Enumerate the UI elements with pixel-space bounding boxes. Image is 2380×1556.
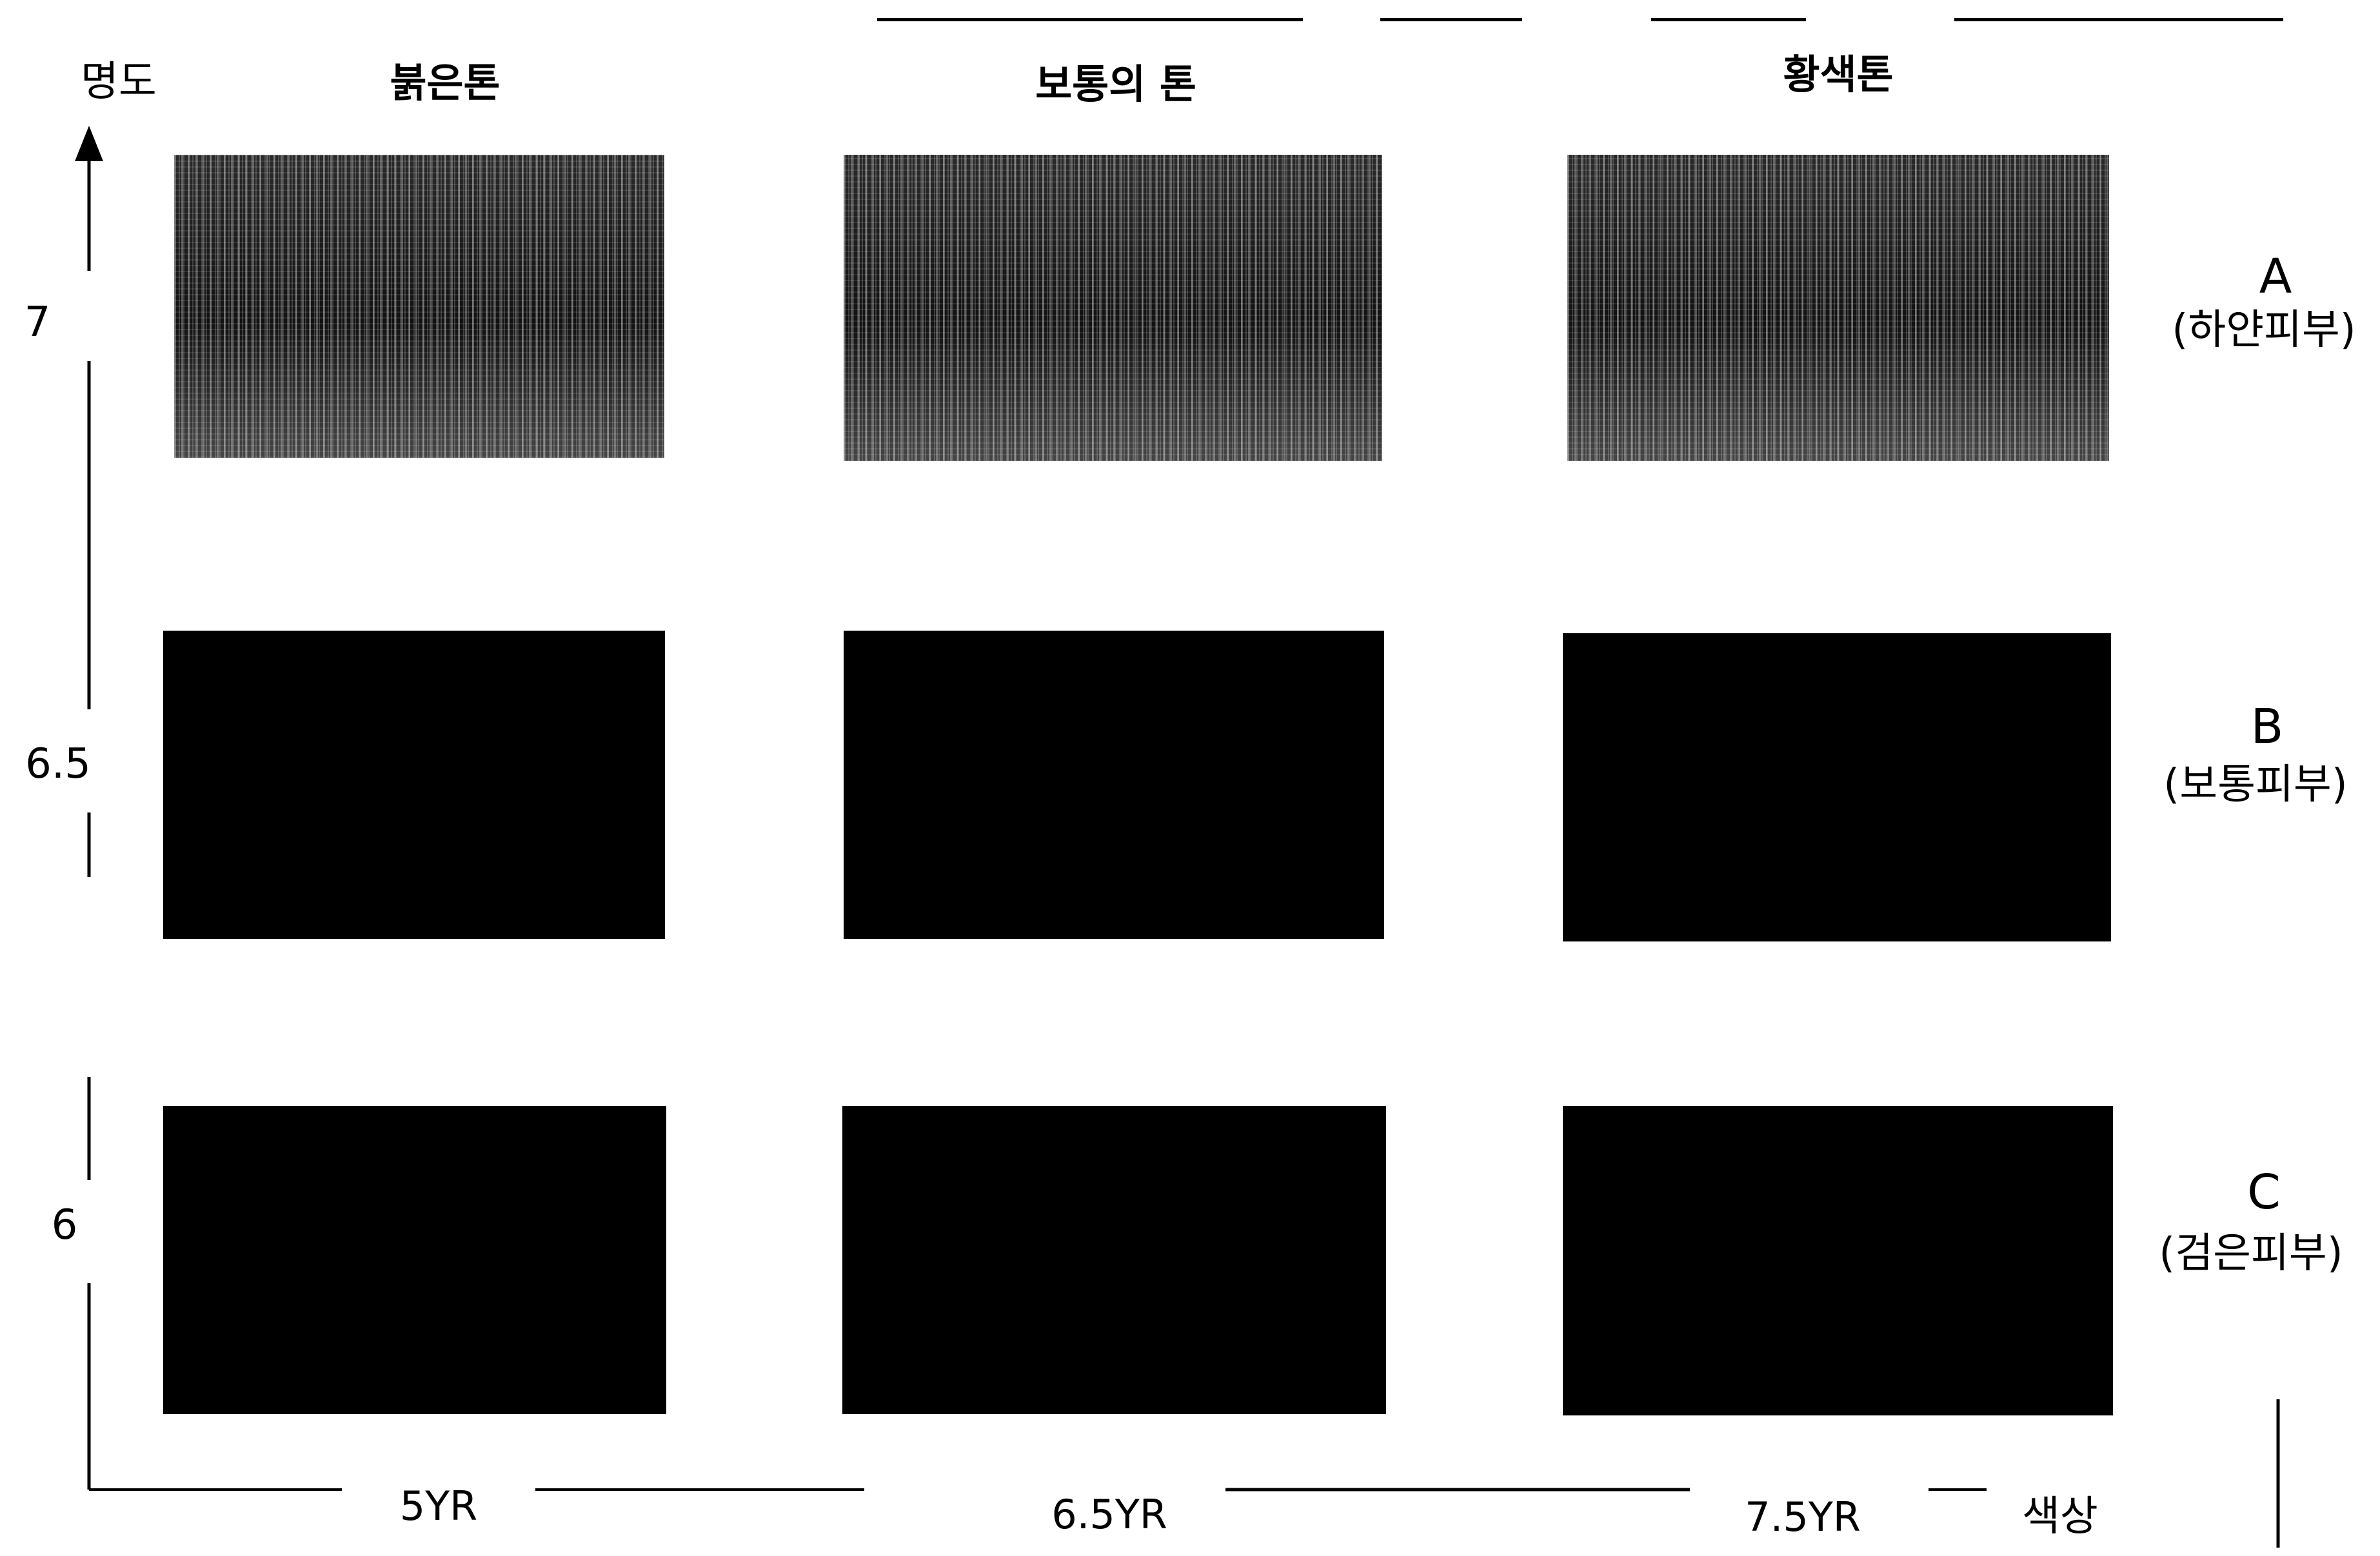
x-tick-6-5yr: 6.5YR — [1051, 1491, 1167, 1538]
swatch-c-red-tone — [163, 1106, 666, 1414]
swatch-a-red-tone — [174, 155, 664, 458]
row-label-c: C — [2247, 1165, 2281, 1220]
row-label-b: B — [2250, 699, 2284, 754]
x-axis-label: 색상 — [2022, 1493, 2098, 1541]
x-tick-5yr: 5YR — [399, 1482, 478, 1530]
x-tick-7-5yr: 7.5YR — [1745, 1493, 1861, 1541]
row-sublabel-b: (보통피부) — [2163, 761, 2348, 809]
swatch-c-yellow-tone — [1563, 1106, 2113, 1415]
row-sublabel-c: (검은피부) — [2159, 1230, 2343, 1277]
swatch-c-normal-tone — [842, 1106, 1386, 1414]
swatch-a-normal-tone — [844, 155, 1382, 461]
y-tick-6: 6 — [51, 1201, 78, 1249]
column-heading-yellow-tone: 황색톤 — [1783, 51, 1894, 98]
top-rule-2 — [1380, 18, 1522, 21]
swatch-b-yellow-tone — [1563, 633, 2111, 941]
row-sublabel-a: (하얀피부) — [2172, 306, 2356, 354]
y-tick-6-5: 6.5 — [25, 740, 91, 788]
column-heading-normal-tone: 보통의 톤 — [1035, 61, 1196, 108]
top-rule-3 — [1651, 18, 1806, 21]
top-rule-4 — [1954, 18, 2283, 21]
y-axis-arrowhead-icon — [75, 126, 103, 161]
column-heading-red-tone: 붉은톤 — [390, 59, 501, 106]
y-tick-7: 7 — [24, 299, 51, 346]
y-axis-label: 명도 — [81, 58, 157, 106]
row-label-a: A — [2259, 249, 2292, 304]
top-rule-1 — [877, 18, 1303, 21]
swatch-a-yellow-tone — [1567, 155, 2109, 461]
swatch-b-normal-tone — [844, 631, 1384, 939]
swatch-b-red-tone — [163, 631, 665, 939]
